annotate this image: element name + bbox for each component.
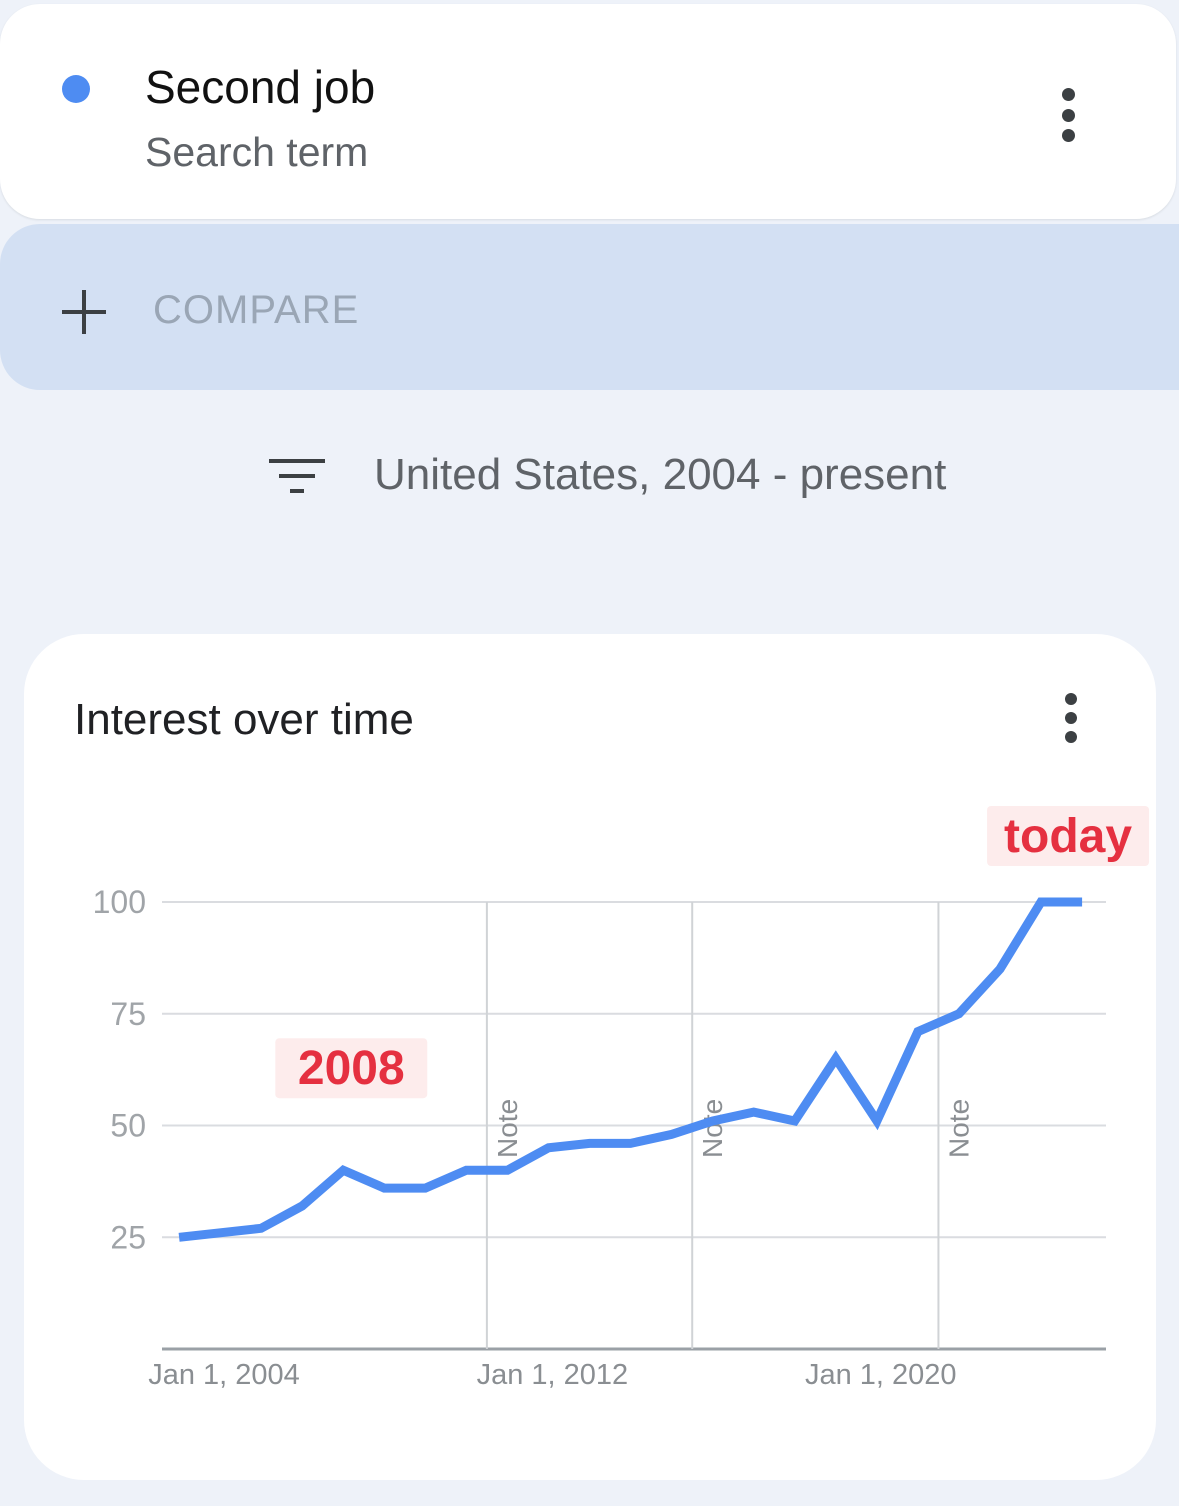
note-label: Note [943,1099,974,1158]
plus-icon[interactable] [62,290,106,334]
annotation-label: 2008 [298,1042,405,1095]
search-term-title: Second job [145,61,376,113]
y-tick-label: 25 [110,1219,146,1255]
search-term-subtitle: Search term [145,129,369,175]
annotation-badge [275,1038,428,1099]
filter-icon[interactable] [268,457,326,497]
annotation-today: today [987,806,1150,866]
series-color-dot [62,75,90,103]
x-tick-label: Jan 1, 2004 [148,1359,300,1391]
series-line [178,897,1083,1242]
annotation-label: today [1004,810,1132,863]
compare-button[interactable] [0,224,1179,390]
y-tick-label: 100 [93,884,146,920]
compare-label[interactable]: COMPARE [153,288,360,332]
x-tick-label: Jan 1, 2012 [477,1359,629,1391]
note-label: Note [492,1099,523,1158]
y-tick-label: 50 [110,1108,146,1144]
x-tick-label: Jan 1, 2020 [805,1359,957,1391]
search-term-card[interactable]: Second job Search term [0,4,1176,219]
annotation-2008: 2008 [275,1038,428,1099]
interest-over-time-card [24,634,1156,1480]
y-tick-label: 75 [110,996,146,1032]
more-vert-icon[interactable] [1061,693,1081,743]
chart-title: Interest over time [74,695,414,744]
more-vert-icon[interactable] [1058,88,1078,142]
filter-label[interactable]: United States, 2004 - present [374,450,947,499]
annotation-badge [987,806,1150,866]
